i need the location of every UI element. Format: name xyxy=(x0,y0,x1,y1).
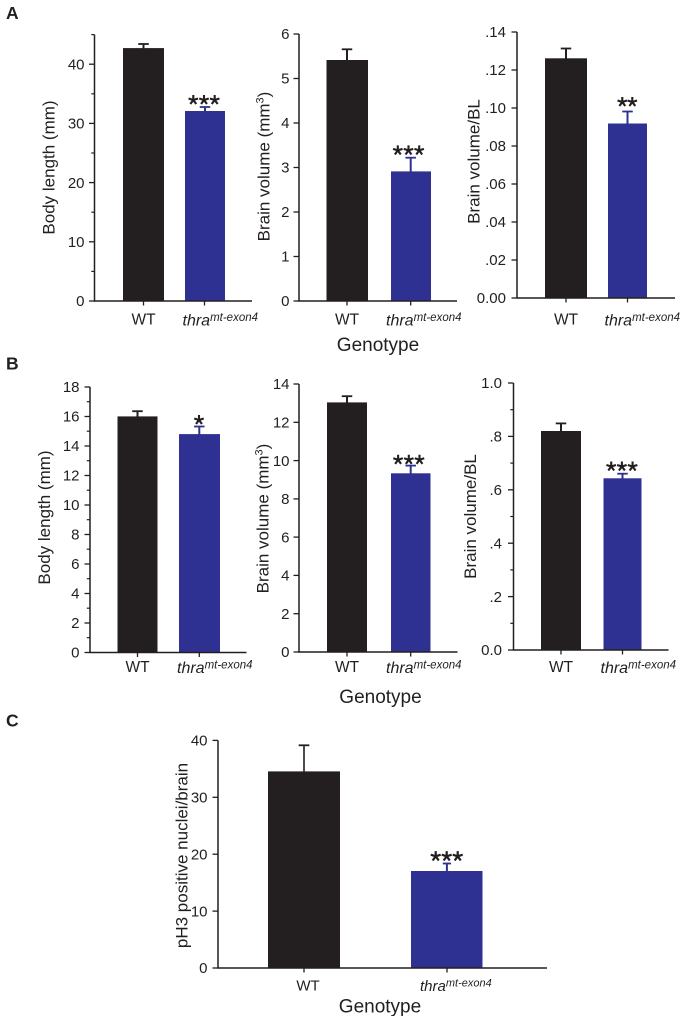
svg-text:.04: .04 xyxy=(485,214,506,231)
svg-text:6: 6 xyxy=(281,529,289,546)
svg-text:14: 14 xyxy=(273,376,290,393)
svg-text:0: 0 xyxy=(281,293,289,310)
svg-text:0.0: 0.0 xyxy=(481,642,502,659)
svg-text:3: 3 xyxy=(281,160,289,177)
svg-text:10: 10 xyxy=(273,453,290,470)
svg-text:18: 18 xyxy=(63,379,80,396)
svg-text:C: C xyxy=(6,711,19,731)
svg-text:WT: WT xyxy=(125,659,150,676)
svg-text:1.0: 1.0 xyxy=(481,375,502,392)
svg-text:0: 0 xyxy=(281,644,289,661)
svg-text:2: 2 xyxy=(281,204,289,221)
svg-text:12: 12 xyxy=(63,468,80,485)
svg-text:20: 20 xyxy=(191,846,208,863)
svg-text:WT: WT xyxy=(549,659,574,676)
svg-text:40: 40 xyxy=(191,733,208,750)
svg-text:.06: .06 xyxy=(485,176,506,193)
svg-text:16: 16 xyxy=(63,409,80,426)
svg-text:1: 1 xyxy=(281,249,289,266)
svg-text:30: 30 xyxy=(68,116,85,133)
svg-text:2: 2 xyxy=(281,606,289,623)
svg-text:Brain volume/BL: Brain volume/BL xyxy=(465,99,484,224)
svg-text:8: 8 xyxy=(71,527,79,544)
svg-text:.12: .12 xyxy=(485,62,506,79)
svg-text:WT: WT xyxy=(131,312,156,329)
svg-text:Body length (mm): Body length (mm) xyxy=(35,450,54,584)
svg-text:Brain volume (mm3): Brain volume (mm3) xyxy=(255,92,274,242)
svg-text:Genotype: Genotype xyxy=(339,687,421,708)
svg-text:.6: .6 xyxy=(489,482,502,499)
svg-text:pH3 positive nuclei/brain: pH3 positive nuclei/brain xyxy=(173,763,192,948)
svg-text:.8: .8 xyxy=(489,429,502,446)
svg-text:WT: WT xyxy=(296,978,319,995)
svg-text:B: B xyxy=(6,353,19,373)
svg-text:WT: WT xyxy=(335,312,360,329)
svg-text:6: 6 xyxy=(281,26,289,43)
svg-text:4: 4 xyxy=(71,586,79,603)
svg-text:12: 12 xyxy=(273,415,290,432)
svg-text:0.00: 0.00 xyxy=(477,290,506,307)
svg-text:30: 30 xyxy=(191,790,208,807)
svg-text:WT: WT xyxy=(554,312,579,329)
svg-text:.10: .10 xyxy=(485,100,506,117)
svg-text:.08: .08 xyxy=(485,138,506,155)
svg-text:10: 10 xyxy=(68,234,85,251)
svg-text:5: 5 xyxy=(281,71,289,88)
svg-text:4: 4 xyxy=(281,568,289,585)
svg-text:.2: .2 xyxy=(489,589,502,606)
svg-text:Body length (mm): Body length (mm) xyxy=(40,100,59,234)
svg-text:Brain volume (mm3): Brain volume (mm3) xyxy=(254,444,273,594)
svg-text:4: 4 xyxy=(281,115,289,132)
svg-text:A: A xyxy=(6,3,19,23)
svg-text:14: 14 xyxy=(63,438,80,455)
svg-text:6: 6 xyxy=(71,556,79,573)
svg-text:10: 10 xyxy=(191,903,208,920)
svg-text:20: 20 xyxy=(68,175,85,192)
svg-text:Brain volume/BL: Brain volume/BL xyxy=(461,454,480,579)
svg-text:40: 40 xyxy=(68,56,85,73)
svg-text:Genotype: Genotype xyxy=(337,335,419,356)
svg-text:0: 0 xyxy=(71,645,79,662)
svg-text:10: 10 xyxy=(63,497,80,514)
svg-text:Genotype: Genotype xyxy=(339,997,421,1016)
svg-text:0: 0 xyxy=(199,960,207,977)
svg-text:.4: .4 xyxy=(489,535,502,552)
svg-text:.02: .02 xyxy=(485,252,506,269)
svg-text:2: 2 xyxy=(71,615,79,632)
svg-text:8: 8 xyxy=(281,491,289,508)
svg-text:0: 0 xyxy=(76,293,84,310)
svg-text:.14: .14 xyxy=(485,24,506,41)
svg-text:WT: WT xyxy=(335,659,360,676)
